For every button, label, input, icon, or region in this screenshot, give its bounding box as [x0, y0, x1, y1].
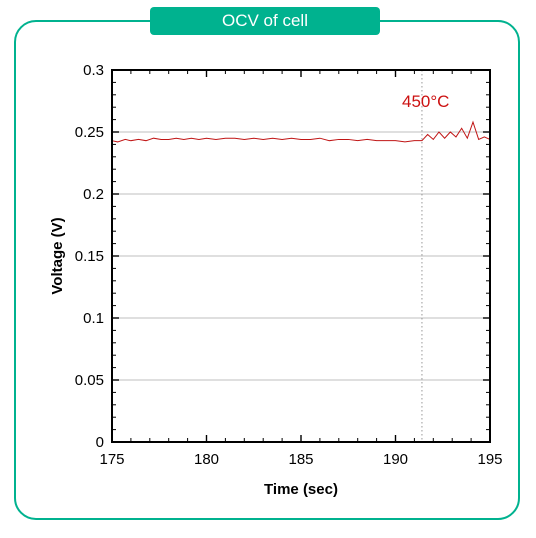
ytick-label: 0.05	[75, 372, 104, 389]
xtick-label: 190	[383, 451, 408, 468]
ytick-label: 0.1	[83, 310, 104, 327]
x-axis-label: Time (sec)	[264, 481, 338, 498]
annotation-temperature: 450°C	[402, 92, 449, 111]
xtick-label: 180	[194, 451, 219, 468]
title-pill: OCV of cell	[150, 7, 380, 35]
title-text: OCV of cell	[222, 11, 308, 30]
xtick-label: 195	[477, 451, 502, 468]
chart-container: 175 180 185 190 195 0 0.05 0.1 0.15 0.2 0.25 0.3 Tim…	[42, 60, 502, 520]
ytick-label: 0.25	[75, 124, 104, 141]
xtick-label: 185	[288, 451, 313, 468]
page-root: OCV of cell 175 180 185 190 195 0 0.05 0.1 0.15 0…	[0, 0, 536, 538]
xtick-label: 175	[99, 451, 124, 468]
ytick-label: 0.3	[83, 62, 104, 79]
y-axis-label: Voltage (V)	[49, 217, 66, 294]
ytick-label: 0.15	[75, 248, 104, 265]
chart-svg: 175 180 185 190 195 0 0.05 0.1 0.15 0.2 0.25 0.3 Tim…	[42, 60, 502, 520]
ytick-label: 0	[96, 434, 104, 451]
ytick-label: 0.2	[83, 186, 104, 203]
